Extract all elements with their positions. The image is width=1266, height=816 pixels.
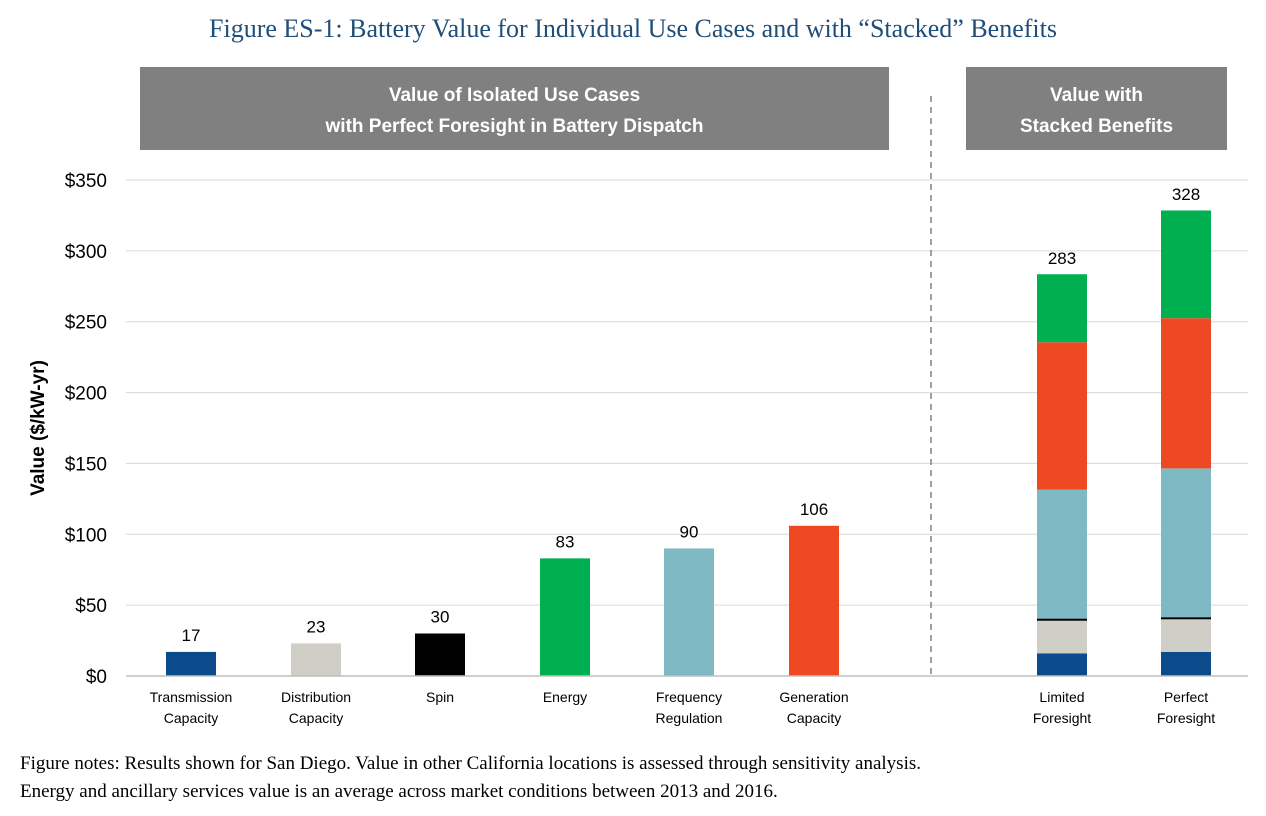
y-axis: $0 $50 $100 $150 $200 $250 $300 $350 Value ($/kW… [28,171,107,688]
chart: Value of Isolated Use Cases with Perfect … [28,67,1248,726]
panel-header-2-text: Value with [1050,85,1143,106]
y-tick-label: $100 [65,525,107,546]
bar-segment [1037,342,1087,490]
bar [291,643,341,676]
x-tick-label: Distribution [281,689,351,705]
bar [166,651,216,676]
panel-header-2-text: Stacked Benefits [1020,116,1173,137]
figure-notes: Figure notes: Results shown for San Dieg… [20,750,1250,806]
y-tick-label: $50 [75,596,107,617]
x-axis: Transmission Capacity Distribution Capacity… [150,689,1216,726]
bar [664,548,714,676]
bar-segment [1037,274,1087,343]
data-label: 23 [307,617,326,636]
bar-segment [1037,653,1087,676]
figure-notes-line-1: Figure notes: Results shown for San Dieg… [20,753,921,774]
x-tick-label: Capacity [289,710,343,726]
bar [540,558,590,676]
x-tick-label: Frequency [656,689,722,705]
x-tick-label: Perfect [1164,689,1208,705]
x-tick-label: Spin [426,689,454,705]
bar-segment [1037,620,1087,654]
bar-segment [1037,489,1087,619]
x-tick-label: Foresight [1033,710,1091,726]
bar-segment [1037,618,1087,621]
bar-segment [1161,468,1211,618]
x-tick-label: Limited [1039,689,1084,705]
x-tick-label: Foresight [1157,710,1215,726]
y-tick-label: $250 [65,313,107,334]
y-tick-label: $0 [86,667,107,688]
bar-segment [1161,619,1211,652]
data-label: 328 [1172,185,1200,204]
y-tick-label: $300 [65,242,107,263]
y-tick-label: $200 [65,384,107,405]
bar [415,633,465,676]
x-tick-label: Regulation [656,710,723,726]
data-label: 83 [556,532,575,551]
panel-header-1-text: with Perfect Foresight in Battery Dispat… [325,116,704,137]
panel-headers: Value of Isolated Use Cases with Perfect … [140,67,1227,150]
x-tick-label: Energy [543,689,587,705]
y-tick-label: $350 [65,171,107,192]
gridlines [126,179,1248,606]
bar-segment [1161,617,1211,620]
panel-header-1-text: Value of Isolated Use Cases [389,85,640,106]
bars: 17 23 30 83 90 106 283 328 [166,185,1211,676]
y-axis-label: Value ($/kW-yr) [28,360,49,496]
y-tick-label: $150 [65,454,107,475]
data-label: 90 [680,522,699,541]
figure-notes-line-2: Energy and ancillary services value is a… [20,781,778,802]
data-label: 283 [1048,249,1076,268]
x-tick-label: Capacity [787,710,841,726]
data-label: 30 [431,607,450,626]
x-tick-label: Generation [779,689,848,705]
x-tick-label: Capacity [164,710,218,726]
bar-segment [1161,651,1211,676]
data-label: 106 [800,500,828,519]
bar-segment [1161,210,1211,319]
page-title: Figure ES-1: Battery Value for Individua… [209,14,1057,43]
bar [789,525,839,676]
panel-header-2 [966,67,1227,150]
panel-header-1 [140,67,889,150]
bar-segment [1161,318,1211,469]
x-tick-label: Transmission [150,689,233,705]
data-label: 17 [182,626,201,645]
